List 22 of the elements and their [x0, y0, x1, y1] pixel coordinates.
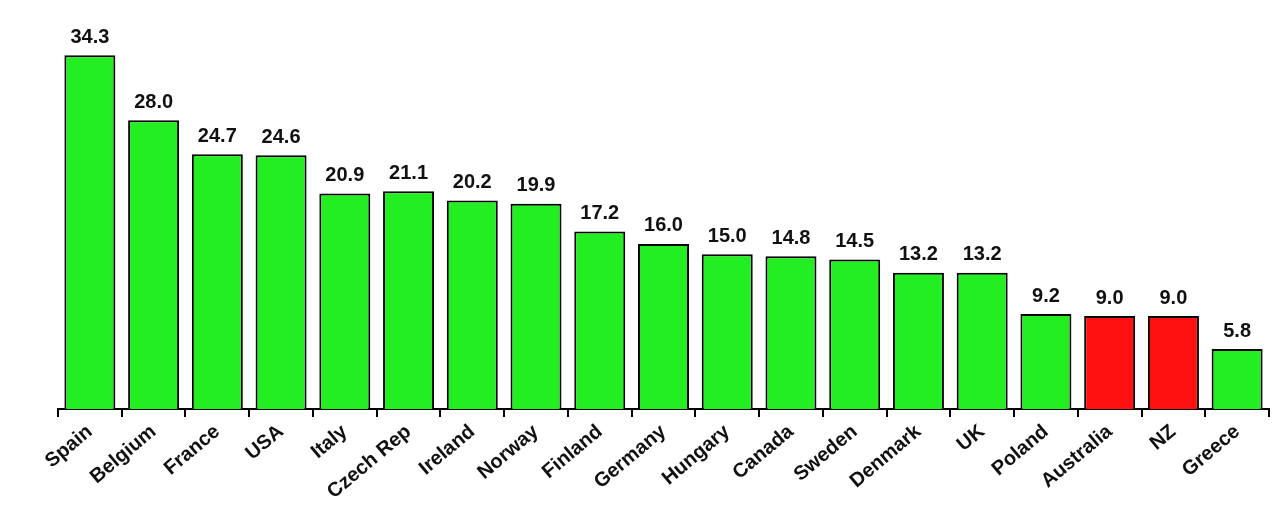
data-label: 24.6 — [261, 124, 301, 147]
data-label: 20.2 — [452, 170, 492, 193]
data-label: 20.9 — [325, 162, 365, 185]
x-tick-label: NZ — [1144, 419, 1180, 454]
data-label: 16.0 — [644, 213, 683, 236]
data-label: 14.5 — [835, 228, 875, 251]
x-tick-label: UK — [952, 419, 989, 455]
data-label: 9.0 — [1159, 285, 1188, 308]
x-tick-label: USA — [240, 419, 288, 464]
data-label: 24.7 — [197, 123, 237, 146]
data-label: 14.8 — [771, 225, 811, 248]
data-label: 19.9 — [516, 173, 556, 196]
data-label: 13.2 — [898, 242, 938, 265]
data-label: 15.0 — [707, 223, 747, 246]
data-label: 21.1 — [389, 160, 429, 183]
data-label: 13.2 — [962, 242, 1002, 265]
data-label: 28.0 — [134, 89, 174, 112]
data-label: 9.0 — [1095, 285, 1124, 308]
data-label: 17.2 — [580, 201, 620, 224]
data-label: 5.8 — [1223, 318, 1252, 341]
data-label: 34.3 — [70, 24, 110, 47]
data-label: 9.2 — [1032, 283, 1060, 306]
